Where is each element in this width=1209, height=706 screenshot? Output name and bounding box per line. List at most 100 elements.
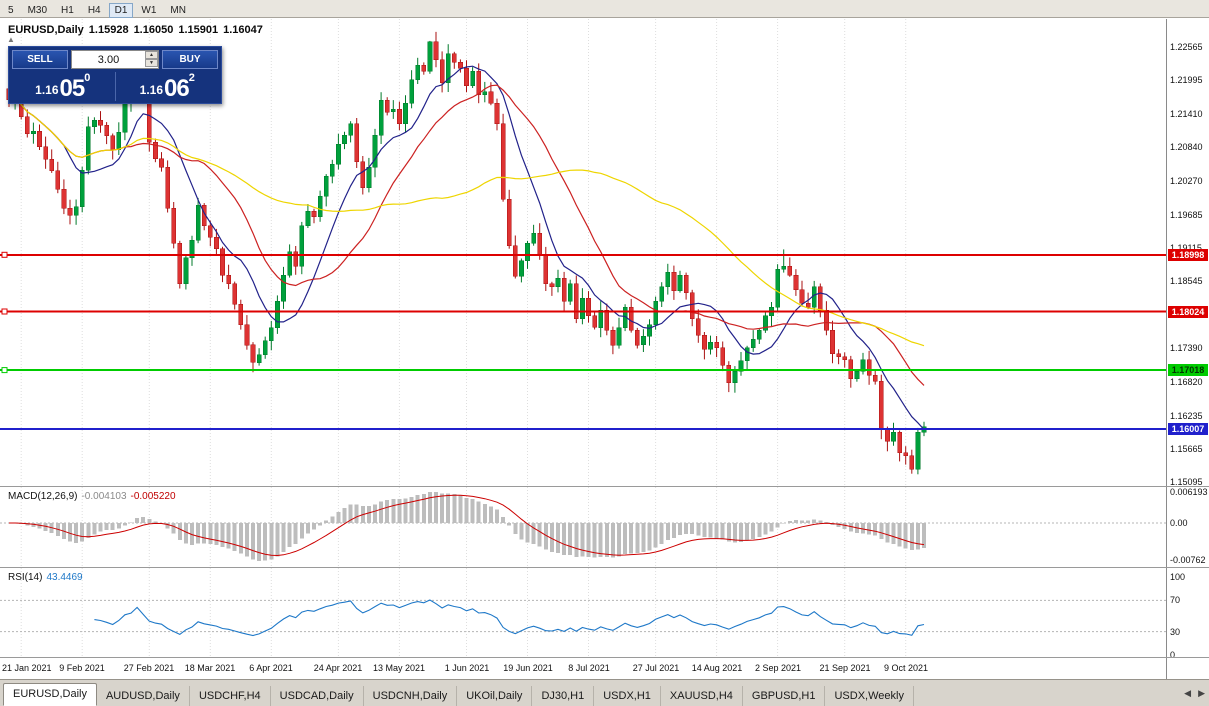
timeframe-w1[interactable]: W1 (135, 3, 162, 18)
price-axis-label: 1.18545 (1170, 276, 1203, 286)
tab-usdcad-daily[interactable]: USDCAD,Daily (271, 686, 364, 706)
date-label: 19 Jun 2021 (503, 663, 553, 673)
price-divider (114, 72, 116, 101)
sell-price[interactable]: 1.16 05 0 (35, 72, 91, 102)
rsi-value: 43.4469 (46, 572, 83, 583)
tab-usdchf-h4[interactable]: USDCHF,H4 (190, 686, 271, 706)
price-axis-label: 1.15095 (1170, 477, 1203, 487)
timeframe-m30[interactable]: M30 (22, 3, 53, 18)
timeframe-toolbar: 5 M30 H1 H4 D1 W1 MN (0, 0, 1209, 18)
price-axis-label: 1.17390 (1170, 343, 1203, 353)
macd-axis-label: 0.006193 (1170, 487, 1208, 497)
macd-chart[interactable] (0, 487, 1166, 567)
date-label: 6 Apr 2021 (249, 663, 293, 673)
timeframe-d1[interactable]: D1 (108, 3, 134, 18)
date-label: 18 Mar 2021 (184, 663, 236, 673)
tab-eurusd-daily[interactable]: EURUSD,Daily (3, 683, 97, 706)
chart-plot[interactable]: 21 Jan 2021 9 Feb 2021 27 Feb 2021 18 Mar 2… (0, 19, 1167, 679)
ohlc-close: 1.16047 (223, 24, 263, 36)
price-axis-label: 1.16235 (1170, 411, 1203, 421)
volume-spinner[interactable]: 3.00 ▲ ▼ (71, 50, 159, 69)
rsi-line (94, 599, 925, 637)
price-axis-label: 1.19115 (1170, 243, 1202, 253)
date-label: 9 Feb 2021 (59, 663, 105, 673)
panel-divider[interactable] (0, 567, 1209, 568)
tab-gbpusd-h1[interactable]: GBPUSD,H1 (743, 686, 826, 706)
macd-histogram (13, 492, 926, 561)
date-label: 14 Aug 2021 (691, 663, 743, 673)
candlestick-chart[interactable] (0, 19, 1166, 486)
rsi-axis-label: 30 (1170, 627, 1181, 637)
price-tag-1.17018: 1.17018 (1168, 364, 1208, 376)
date-label: 8 Jul 2021 (568, 663, 610, 673)
ohlc-low: 1.15901 (178, 24, 219, 36)
price-axis-label: 1.22565 (1170, 42, 1203, 52)
ma-line-50 (8, 97, 925, 347)
date-label: 2 Sep 2021 (754, 663, 802, 673)
tabs-scroll-left-icon[interactable]: ◀ (1184, 688, 1192, 698)
macd-name: MACD(12,26,9) (8, 491, 78, 502)
date-label: 21 Jan 2021 (2, 663, 52, 673)
chart-title: EURUSD,Daily 1.15928 1.16050 1.15901 1.16047 (8, 24, 268, 36)
price-axis-label: 1.19685 (1170, 210, 1203, 220)
macd-axis-label: 0.00 (1170, 518, 1188, 528)
ma-line-20 (8, 84, 925, 386)
tab-ukoil-daily[interactable]: UKOil,Daily (457, 686, 533, 706)
volume-down-button[interactable]: ▼ (145, 59, 158, 67)
price-axis-label: 1.16820 (1170, 377, 1203, 387)
sell-button[interactable]: SELL (12, 50, 68, 69)
panel-divider[interactable] (0, 486, 1209, 487)
macd-axis-label: -0.00762 (1170, 555, 1206, 565)
tab-usdx-weekly[interactable]: USDX,Weekly (825, 686, 914, 706)
price-axis-label: 1.20270 (1170, 176, 1203, 186)
timeframe-h1[interactable]: H1 (55, 3, 80, 18)
panel-divider[interactable] (0, 657, 1209, 658)
tab-usdx-h1[interactable]: USDX,H1 (594, 686, 661, 706)
macd-title: MACD(12,26,9) -0.004103 -0.005220 (8, 491, 176, 502)
price-axis-label: 1.21410 (1170, 109, 1203, 119)
date-label: 27 Feb 2021 (123, 663, 175, 673)
date-label: 24 Apr 2021 (313, 663, 363, 673)
candlestick-series (6, 31, 927, 475)
price-tag-1.18998: 1.18998 (1168, 249, 1208, 261)
rsi-title: RSI(14) 43.4469 (8, 572, 83, 583)
date-label: 21 Sep 2021 (819, 663, 871, 673)
tab-usdcnh-daily[interactable]: USDCNH,Daily (364, 686, 458, 706)
price-axis-label: 1.21995 (1170, 75, 1203, 85)
ohlc-open: 1.15928 (88, 24, 129, 36)
line-handle[interactable] (1, 251, 8, 258)
price-axis-label: 1.15665 (1170, 444, 1203, 454)
rsi-chart[interactable] (0, 568, 1166, 657)
tab-xauusd-h4[interactable]: XAUUSD,H4 (661, 686, 743, 706)
volume-up-button[interactable]: ▲ (145, 51, 158, 59)
tab-dj30-h1[interactable]: DJ30,H1 (532, 686, 595, 706)
date-axis[interactable]: 21 Jan 2021 9 Feb 2021 27 Feb 2021 18 Mar 2… (0, 658, 1166, 679)
ohlc-high: 1.16050 (133, 24, 174, 36)
price-axis[interactable]: 1.18998 1.18024 1.17018 1.16007 1.22565 1.219… (1166, 19, 1209, 679)
timeframe-h4[interactable]: H4 (82, 3, 107, 18)
chart-symbol: EURUSD,Daily (8, 24, 84, 36)
timeframe-mn[interactable]: MN (164, 3, 192, 18)
chart-area: 21 Jan 2021 9 Feb 2021 27 Feb 2021 18 Mar 2… (0, 19, 1209, 679)
tab-audusd-daily[interactable]: AUDUSD,Daily (97, 686, 190, 706)
timeframe-5[interactable]: 5 (2, 3, 20, 18)
price-axis-label: 1.20840 (1170, 142, 1203, 152)
volume-value[interactable]: 3.00 (97, 53, 120, 66)
tabs-row: EURUSD,Daily AUDUSD,Daily USDCHF,H4 USDCAD,… (0, 680, 1209, 706)
macd-signal-value: -0.005220 (130, 491, 176, 502)
one-click-trading-panel: SELL 3.00 ▲ ▼ BUY 1.16 05 0 (8, 46, 222, 104)
rsi-name: RSI(14) (8, 572, 43, 583)
buy-button[interactable]: BUY (162, 50, 218, 69)
date-label: 13 May 2021 (372, 663, 426, 673)
line-handle[interactable] (1, 367, 8, 374)
macd-main-value: -0.004103 (81, 491, 127, 502)
macd-signal-line (9, 494, 925, 557)
ma-line-10 (8, 65, 925, 430)
tabs-scroll-right-icon[interactable]: ▶ (1198, 688, 1205, 698)
one-click-collapse-icon[interactable]: ▲ (7, 35, 15, 44)
price-tag-1.18024: 1.18024 (1168, 306, 1208, 318)
buy-price[interactable]: 1.16 06 2 (139, 72, 195, 102)
rsi-axis-label: 100 (1170, 572, 1186, 582)
line-handle[interactable] (1, 308, 8, 315)
date-label: 9 Oct 2021 (883, 663, 929, 673)
